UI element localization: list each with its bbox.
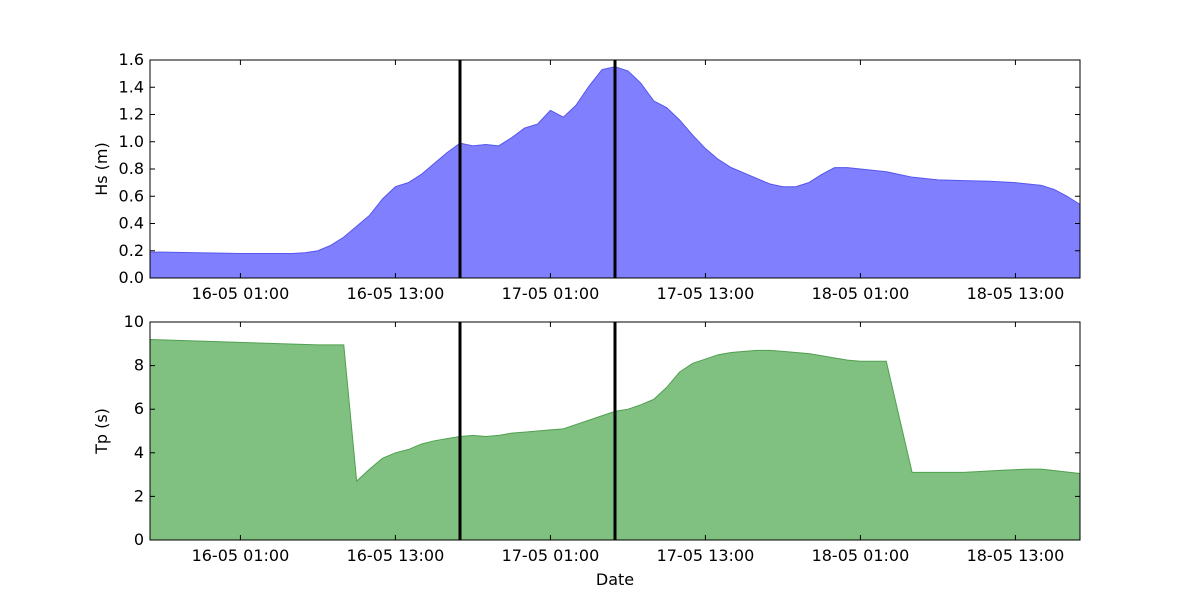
y-tick-label: 2 xyxy=(134,486,144,505)
x-tick-label: 18-05 13:00 xyxy=(967,284,1065,303)
y-tick-label: 0.0 xyxy=(119,268,144,287)
x-tick-label: 17-05 13:00 xyxy=(657,546,755,565)
y-tick-label: 6 xyxy=(134,399,144,418)
y-tick-label: 0 xyxy=(134,530,144,549)
x-axis-label: Date xyxy=(596,570,634,589)
y-tick-label: 0.2 xyxy=(119,241,144,260)
y-tick-label: 1.2 xyxy=(119,105,144,124)
y-axis-label: Hs (m) xyxy=(92,142,111,196)
y-tick-label: 0.8 xyxy=(119,159,144,178)
y-tick-label: 10 xyxy=(124,312,144,331)
axes-frame xyxy=(149,321,1081,541)
y-tick-label: 1.4 xyxy=(119,77,144,96)
x-tick-label: 17-05 01:00 xyxy=(502,284,600,303)
x-tick-label: 16-05 01:00 xyxy=(192,546,290,565)
x-tick-label: 16-05 01:00 xyxy=(192,284,290,303)
y-tick-label: 1.6 xyxy=(119,50,144,69)
x-tick-label: 17-05 13:00 xyxy=(657,284,755,303)
x-tick-label: 18-05 01:00 xyxy=(812,546,910,565)
y-tick-label: 4 xyxy=(134,443,144,462)
plot-area xyxy=(150,322,1080,540)
x-tick-label: 18-05 13:00 xyxy=(967,546,1065,565)
x-tick-label: 17-05 01:00 xyxy=(502,546,600,565)
y-tick-label: 0.4 xyxy=(119,214,144,233)
x-tick-label: 16-05 13:00 xyxy=(347,546,445,565)
x-tick-label: 16-05 13:00 xyxy=(347,284,445,303)
x-tick-label: 18-05 01:00 xyxy=(812,284,910,303)
plot-area xyxy=(150,60,1080,278)
y-axis-label: Tp (s) xyxy=(92,408,111,455)
hs-panel: 0.0 0.2 0.4 0.6 0.8 1.0 1.2 1.4 1.6 16-05 01:00 16… xyxy=(92,50,1081,303)
y-tick-label: 1.0 xyxy=(119,132,144,151)
y-tick-label: 0.6 xyxy=(119,186,144,205)
y-tick-label: 8 xyxy=(134,356,144,375)
tp-panel: 0 2 4 6 8 10 16-05 01:00 16-05 13:00 17-05 01:00… xyxy=(92,312,1081,589)
